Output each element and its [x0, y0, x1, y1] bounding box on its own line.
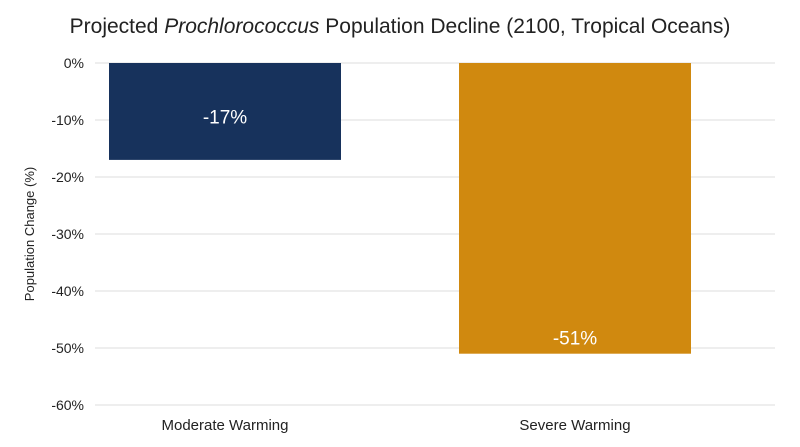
y-tick-label: -60%	[51, 397, 84, 413]
y-tick-label: -50%	[51, 340, 84, 356]
y-tick-label: 0%	[64, 55, 84, 71]
y-tick-label: -10%	[51, 112, 84, 128]
y-axis-label: Population Change (%)	[22, 167, 37, 301]
x-category-label: Moderate Warming	[162, 417, 289, 434]
chart-title: Projected Prochlorococcus Population Dec…	[70, 15, 731, 38]
y-tick-label: -20%	[51, 169, 84, 185]
x-category-label: Severe Warming	[519, 417, 630, 434]
bar-data-label: -51%	[553, 329, 597, 350]
bars: -17% -51%	[109, 63, 691, 354]
bar-data-label: -17%	[203, 107, 247, 128]
chart-title-part: Projected	[70, 15, 165, 38]
x-axis-categories: Moderate Warming Severe Warming	[162, 417, 631, 434]
y-axis-ticks: 0% -10% -20% -30% -40% -50% -60%	[51, 55, 84, 413]
bar	[459, 63, 691, 354]
chart-title-part: Population Decline (2100, Tropical Ocean…	[319, 15, 730, 38]
bar	[109, 63, 341, 160]
y-tick-label: -40%	[51, 283, 84, 299]
y-tick-label: -30%	[51, 226, 84, 242]
chart-title-part: Prochlorococcus	[164, 15, 320, 38]
